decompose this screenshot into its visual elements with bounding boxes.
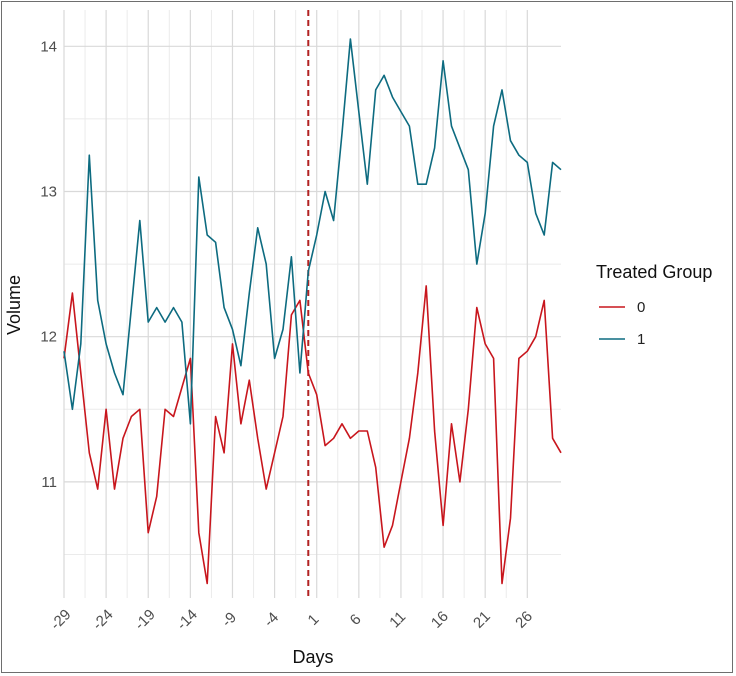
x-tick-label: 21 xyxy=(470,608,494,632)
x-tick-label: -19 xyxy=(131,606,158,633)
y-tick-label: 13 xyxy=(40,183,57,200)
series-line-1 xyxy=(63,38,562,425)
y-tick-label: 14 xyxy=(40,38,57,55)
x-tick-label: -4 xyxy=(261,609,282,630)
x-tick-label: 16 xyxy=(428,608,452,632)
y-tick-labels: 11 12 13 14 xyxy=(40,38,57,491)
x-tick-labels: -29 -24 -19 -14 -9 -4 1 6 11 16 21 26 xyxy=(47,606,536,633)
x-tick-label: -14 xyxy=(173,606,200,633)
legend: Treated Group 0 1 xyxy=(596,262,712,348)
y-tick-label: 12 xyxy=(40,329,57,346)
x-tick-label: 26 xyxy=(512,608,536,632)
x-tick-label: -29 xyxy=(47,606,74,633)
x-tick-label: 6 xyxy=(347,611,365,629)
grid-major-lines xyxy=(63,10,561,598)
series-layer xyxy=(63,38,562,585)
y-tick-label: 11 xyxy=(41,474,57,491)
x-tick-label: 1 xyxy=(305,611,323,629)
y-axis-title: Volume xyxy=(4,275,24,335)
x-axis-title: Days xyxy=(292,647,333,667)
x-tick-label: -9 xyxy=(219,609,240,630)
x-tick-label: -24 xyxy=(89,606,116,633)
legend-label-0: 0 xyxy=(637,299,645,316)
grid-minor-lines xyxy=(64,10,561,598)
x-tick-label: 11 xyxy=(386,608,409,631)
legend-title: Treated Group xyxy=(596,262,712,282)
series-line-0 xyxy=(63,285,562,585)
legend-label-1: 1 xyxy=(637,331,645,348)
